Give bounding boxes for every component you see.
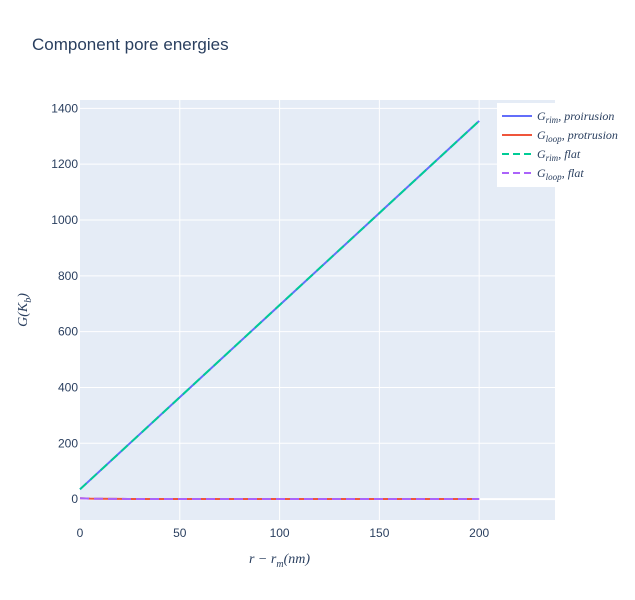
x-tick-label: 0 — [77, 526, 84, 540]
y-tick-label: 1200 — [51, 157, 78, 171]
series-layer — [79, 120, 480, 501]
x-tick-label: 200 — [469, 526, 489, 540]
x-tick-label: 50 — [173, 526, 187, 540]
legend-item-2[interactable]: Gloop, protrusion — [502, 128, 618, 144]
y-tick-label: 600 — [58, 325, 78, 339]
legend-item-4[interactable]: Gloop, flat — [502, 166, 584, 182]
y-tick-label: 1000 — [51, 213, 78, 227]
y-tick-label: 200 — [58, 436, 78, 450]
chart-title: Component pore energies — [32, 35, 229, 54]
x-axis-title: r − rm(nm) — [249, 552, 310, 570]
series-line-4 — [79, 497, 480, 501]
x-tick-label: 100 — [270, 526, 290, 540]
legend-item-1[interactable]: Grim, proirusion — [502, 109, 614, 125]
series-line-3 — [79, 120, 480, 491]
y-tick-labels: 0 200 400 600 800 1000 1200 1400 — [51, 101, 78, 506]
legend-label: Grim, proirusion — [537, 109, 614, 125]
legend-label: Gloop, protrusion — [537, 128, 618, 144]
legend-label: Gloop, flat — [537, 166, 584, 182]
y-tick-label: 800 — [58, 269, 78, 283]
legend[interactable]: Grim, proirusion Gloop, protrusion Grim, f… — [497, 103, 635, 187]
x-axis-title-text: r − rm(nm) — [249, 552, 310, 570]
y-tick-label: 400 — [58, 380, 78, 394]
y-axis-title: G(Kb) — [16, 293, 34, 327]
y-tick-label: 1400 — [51, 101, 78, 115]
legend-label: Grim, flat — [537, 147, 581, 163]
y-axis-title-text: G(Kb) — [16, 293, 34, 327]
plot-area — [80, 100, 555, 520]
legend-item-3[interactable]: Grim, flat — [502, 147, 581, 163]
x-tick-labels: 0 50 100 150 200 — [77, 526, 490, 540]
y-tick-label: 0 — [71, 492, 78, 506]
x-tick-label: 150 — [369, 526, 389, 540]
